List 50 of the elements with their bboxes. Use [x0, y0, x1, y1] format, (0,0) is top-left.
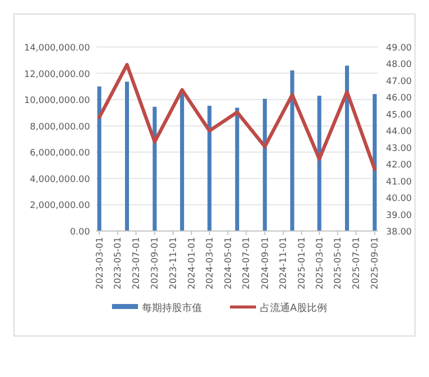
legend-label: 占流通A股比例 — [260, 302, 327, 314]
y2-tick-label: 44.00 — [386, 127, 412, 138]
y2-tick-label: 45.00 — [386, 110, 412, 120]
y-tick-label: 10,000,000.00 — [24, 96, 90, 106]
y-tick-label: 6,000,000.00 — [30, 148, 90, 159]
x-tick-label: 2025-03-01 — [315, 237, 326, 290]
y-tick-label: 0.00 — [70, 228, 90, 238]
x-tick-label: 2024-03-01 — [205, 237, 216, 290]
y2-tick-label: 48.00 — [386, 60, 412, 70]
y2-tick-label: 49.00 — [386, 44, 412, 54]
x-tick-label: 2025-07-01 — [352, 237, 362, 290]
bar — [317, 96, 322, 231]
y2-tick-label: 40.00 — [386, 194, 412, 204]
x-tick-label: 2023-09-01 — [150, 237, 161, 290]
x-tick-label: 2023-07-01 — [132, 237, 142, 290]
bar — [345, 66, 350, 231]
bar — [290, 70, 294, 231]
y2-tick-label: 46.00 — [386, 94, 412, 104]
bar — [124, 82, 129, 231]
y2-tick-label: 47.00 — [386, 76, 412, 87]
y-tick-label: 14,000,000.00 — [24, 44, 90, 54]
x-tick-label: 2024-05-01 — [224, 237, 234, 290]
y2-tick-label: 39.00 — [386, 210, 412, 221]
x-tick-label: 2025-09-01 — [370, 237, 381, 290]
bar — [372, 94, 377, 231]
y-tick-label: 2,000,000.00 — [30, 201, 90, 212]
bar — [152, 106, 157, 231]
y2-tick-label: 42.00 — [386, 160, 412, 171]
x-tick-label: 2023-05-01 — [114, 237, 124, 290]
bar — [97, 86, 102, 231]
y2-tick-label: 43.00 — [386, 144, 412, 154]
x-tick-label: 2025-01-01 — [298, 237, 308, 290]
y-tick-label: 4,000,000.00 — [30, 174, 90, 185]
legend-label: 每期持股市值 — [142, 302, 202, 314]
bar — [262, 98, 267, 231]
x-tick-label: 2024-11-01 — [279, 237, 290, 290]
x-tick-label: 2025-05-01 — [334, 237, 344, 290]
line-series — [98, 62, 376, 172]
x-tick-label: 2023-11-01 — [169, 237, 180, 290]
x-tick-label: 2024-09-01 — [260, 237, 271, 290]
y2-tick-label: 38.00 — [386, 228, 412, 238]
x-tick-label: 2023-03-01 — [95, 237, 106, 290]
bar — [235, 108, 240, 231]
y2-tick-label: 41.00 — [386, 177, 412, 188]
x-tick-label: 2024-01-01 — [187, 237, 198, 290]
y-tick-label: 8,000,000.00 — [30, 122, 90, 132]
bar — [207, 106, 212, 231]
y-tick-label: 12,000,000.00 — [24, 70, 90, 80]
bar — [180, 93, 184, 231]
x-tick-label: 2024-07-01 — [242, 237, 252, 290]
